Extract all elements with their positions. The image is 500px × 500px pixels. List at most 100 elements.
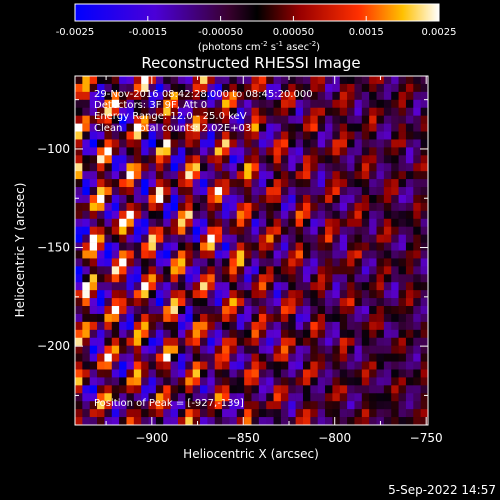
- heatmap-cell: [222, 83, 230, 93]
- heatmap-cell: [325, 171, 333, 180]
- heatmap-cell: [383, 131, 392, 140]
- heatmap-cell: [214, 202, 223, 212]
- heatmap-cell: [398, 226, 407, 235]
- heatmap-cell: [413, 83, 421, 93]
- heatmap-cell: [288, 321, 296, 331]
- heatmap-cell: [354, 131, 363, 140]
- heatmap-cell: [310, 91, 318, 101]
- heatmap-cell: [141, 139, 149, 148]
- heatmap-cell: [185, 290, 193, 299]
- heatmap-cell: [251, 258, 260, 267]
- heatmap-cell: [244, 202, 252, 212]
- heatmap-cell: [192, 345, 201, 354]
- heatmap-cell: [376, 377, 385, 386]
- heatmap-cell: [236, 369, 245, 378]
- heatmap-cell: [295, 298, 304, 307]
- heatmap-cell: [273, 107, 282, 116]
- heatmap-cell: [361, 202, 370, 212]
- heatmap-cell: [163, 409, 171, 418]
- heatmap-cell: [420, 131, 428, 140]
- heatmap-cell: [229, 115, 238, 124]
- heatmap-cell: [148, 147, 157, 156]
- heatmap-cell: [89, 123, 98, 132]
- heatmap-cell: [111, 298, 120, 307]
- heatmap-image: [75, 76, 428, 425]
- heatmap-cell: [398, 210, 407, 220]
- heatmap-cell: [325, 99, 333, 109]
- heatmap-cell: [75, 147, 83, 156]
- heatmap-cell: [104, 155, 113, 164]
- heatmap-cell: [273, 131, 282, 140]
- heatmap-cell: [383, 393, 392, 402]
- heatmap-cell: [82, 258, 90, 267]
- heatmap-cell: [295, 155, 304, 164]
- heatmap-cell: [310, 385, 318, 394]
- heatmap-cell: [222, 107, 230, 116]
- heatmap-cell: [170, 353, 179, 362]
- heatmap-cell: [82, 313, 90, 323]
- heatmap-cell: [170, 282, 179, 291]
- heatmap-cell: [244, 345, 252, 354]
- heatmap-cell: [295, 202, 304, 212]
- heatmap-cell: [302, 290, 311, 299]
- heatmap-cell: [280, 361, 289, 370]
- heatmap-cell: [170, 171, 179, 180]
- heatmap-cell: [288, 210, 296, 220]
- heatmap-cell: [258, 361, 267, 370]
- heatmap-cell: [207, 139, 216, 148]
- heatmap-cell: [155, 210, 164, 220]
- heatmap-cell: [369, 274, 377, 283]
- heatmap-cell: [266, 321, 274, 331]
- heatmap-cell: [288, 313, 296, 323]
- heatmap-cell: [251, 194, 260, 204]
- heatmap-cell: [332, 306, 341, 315]
- heatmap-cell: [383, 353, 392, 362]
- heatmap-cell: [405, 306, 414, 315]
- heatmap-cell: [236, 91, 245, 101]
- heatmap-cell: [192, 321, 201, 331]
- heatmap-cell: [339, 76, 348, 85]
- heatmap-cell: [214, 306, 223, 315]
- heatmap-cell: [97, 202, 105, 212]
- heatmap-cell: [332, 218, 341, 227]
- heatmap-cell: [376, 91, 385, 101]
- heatmap-cell: [133, 417, 142, 425]
- heatmap-cell: [251, 123, 260, 132]
- heatmap-cell: [251, 409, 260, 418]
- heatmap-cell: [222, 242, 230, 251]
- heatmap-cell: [192, 83, 201, 93]
- heatmap-cell: [104, 115, 113, 124]
- heatmap-cell: [398, 83, 407, 93]
- heatmap-cell: [244, 282, 252, 291]
- heatmap-cell: [163, 250, 171, 259]
- heatmap-cell: [229, 369, 238, 378]
- heatmap-cell: [75, 194, 83, 204]
- heatmap-cell: [214, 321, 223, 331]
- heatmap-cell: [200, 76, 208, 85]
- heatmap-cell: [75, 76, 83, 85]
- heatmap-cell: [214, 369, 223, 378]
- heatmap-cell: [280, 83, 289, 93]
- heatmap-cell: [75, 210, 83, 220]
- heatmap-cell: [141, 369, 149, 378]
- heatmap-cell: [420, 321, 428, 331]
- heatmap-cell: [155, 409, 164, 418]
- heatmap-cell: [310, 377, 318, 386]
- heatmap-cell: [339, 321, 348, 331]
- heatmap-cell: [104, 282, 113, 291]
- info-line-detectors: Detectors: 3F 9F, Att 0: [94, 100, 207, 111]
- heatmap-cell: [163, 401, 171, 410]
- heatmap-cell: [405, 298, 414, 307]
- heatmap-cell: [273, 91, 282, 101]
- heatmap-cell: [325, 266, 333, 275]
- heatmap-cell: [302, 306, 311, 315]
- heatmap-cell: [398, 321, 407, 331]
- heatmap-cell: [177, 250, 186, 259]
- heatmap-cell: [288, 353, 296, 362]
- heatmap-cell: [376, 345, 385, 354]
- heatmap-cell: [413, 115, 421, 124]
- heatmap-cell: [339, 298, 348, 307]
- heatmap-cell: [369, 163, 377, 172]
- heatmap-cell: [251, 131, 260, 140]
- heatmap-cell: [369, 99, 377, 109]
